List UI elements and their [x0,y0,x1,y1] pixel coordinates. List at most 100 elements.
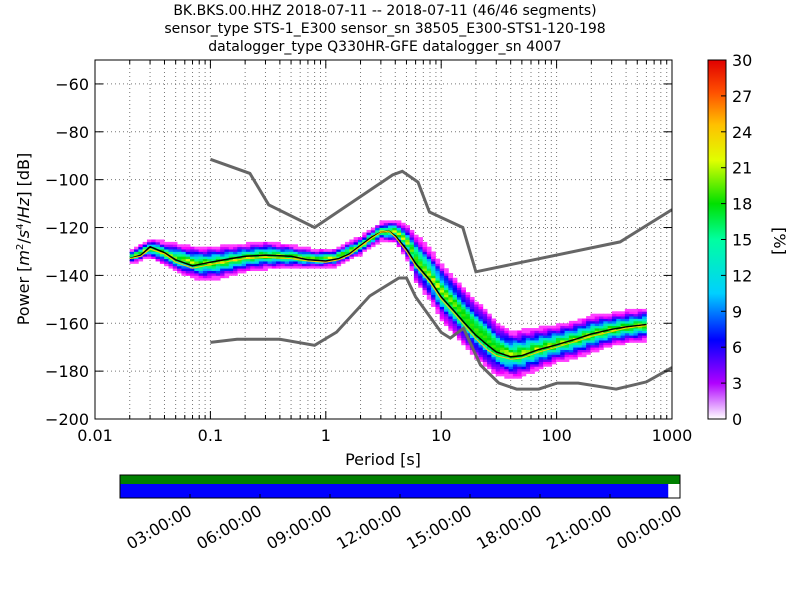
histogram-cell [276,251,281,255]
histogram-cell [181,265,187,269]
histogram-cell [164,246,169,250]
histogram-cell [456,289,462,293]
histogram-cell [616,340,621,343]
y-tick-label: −120 [45,219,89,238]
histogram-cell [159,246,165,250]
histogram-cell [603,344,609,348]
histogram-cell [487,351,492,355]
histogram-cell [465,323,471,327]
histogram-cell [616,335,621,339]
histogram-cell [448,311,454,315]
histogram-cell [366,246,372,250]
histogram-cell [633,320,639,324]
histogram-cell [624,332,630,336]
histogram-cell [289,246,294,250]
histogram-cell [461,304,466,307]
histogram-cell [237,244,243,248]
histogram-cell [263,249,268,252]
histogram-cell [134,261,139,264]
histogram-cell [142,241,148,245]
histogram-cell [172,246,178,250]
histogram-cell [469,351,475,355]
histogram-cell [495,363,501,367]
histogram-cell [482,356,488,360]
histogram-cell [164,251,169,255]
histogram-cell [469,311,475,315]
histogram-cell [642,313,647,317]
histogram-cell [388,227,393,231]
histogram-cell [620,323,626,327]
histogram-cell [547,337,553,341]
histogram-cell [487,354,492,358]
histogram-cell [508,359,514,362]
histogram-cell [568,347,574,350]
histogram-cell [465,292,471,295]
histogram-cell [508,368,514,372]
histogram-cell [530,368,535,372]
histogram-cell [366,241,372,245]
histogram-cell [228,263,234,267]
histogram-cell [357,251,363,255]
histogram-cell [202,268,208,272]
histogram-cell [586,342,591,346]
histogram-cell [543,351,548,355]
histogram-cell [405,237,410,240]
histogram-cell [560,325,565,329]
histogram-cell [538,330,544,334]
histogram-cell [633,316,639,319]
histogram-cell [224,256,230,260]
histogram-cell [263,265,268,269]
histogram-cell [211,270,217,274]
histogram-cell [383,222,389,226]
histogram-cell [233,273,238,276]
histogram-cell [547,340,553,343]
histogram-cell [345,241,350,245]
histogram-cell [599,316,604,319]
histogram-cell [400,222,406,226]
histogram-cell [512,368,518,372]
histogram-cell [422,280,428,283]
histogram-cell [474,313,479,317]
histogram-cell [590,340,596,343]
histogram-cell [319,263,324,267]
histogram-cell [306,265,311,269]
histogram-cell [388,220,393,224]
histogram-cell [245,268,251,272]
histogram-cell [190,268,195,272]
histogram-cell [215,251,221,255]
histogram-cell [452,308,458,312]
histogram-cell [413,277,419,281]
histogram-cell [185,256,191,260]
histogram-cell [228,261,234,264]
histogram-cell [594,347,600,350]
histogram-cell [323,251,329,255]
histogram-cell [448,296,454,300]
histogram-cell [276,246,281,250]
histogram-cell [616,318,621,322]
histogram-cell [461,335,466,339]
histogram-cell [198,268,204,272]
histogram-cell [500,356,505,360]
histogram-cell [452,289,458,293]
histogram-cell [426,263,432,267]
histogram-cell [284,249,290,252]
histogram-cell [280,261,286,264]
histogram-cell [543,354,548,358]
histogram-cell [237,265,243,269]
histogram-cell [349,241,355,245]
histogram-cell [314,256,320,260]
histogram-cell [590,318,596,322]
histogram-cell [607,320,613,324]
histogram-cell [314,253,320,257]
histogram-cell [512,375,518,379]
histogram-cell [444,280,449,283]
histogram-cell [555,356,561,360]
histogram-cell [362,232,367,236]
histogram-cell [267,251,273,255]
histogram-cell [568,354,574,358]
histogram-cell [289,265,294,269]
histogram-cell [168,246,174,250]
histogram-cell [603,337,609,341]
histogram-cell [211,258,217,262]
histogram-cell [448,325,454,329]
